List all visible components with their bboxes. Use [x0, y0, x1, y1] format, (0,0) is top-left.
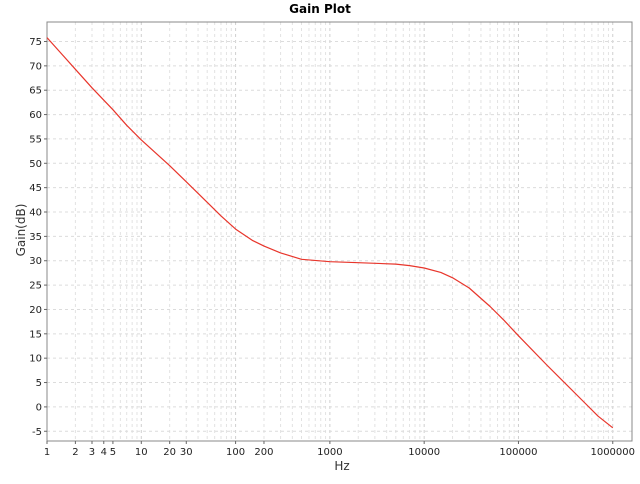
x-tick-label: 1000000 — [590, 447, 635, 458]
grid-lines — [46, 22, 632, 441]
x-tick-label: 100000 — [499, 447, 537, 458]
y-tick-label: 40 — [29, 208, 42, 219]
y-tick-label: 75 — [29, 37, 42, 48]
plot-frame — [46, 21, 633, 442]
gain-series-line — [46, 37, 614, 429]
x-tick-label: 30 — [180, 447, 193, 458]
x-tick-label: 10000 — [408, 447, 440, 458]
y-tick-label: 35 — [29, 232, 42, 243]
y-tick-label: 65 — [29, 86, 42, 97]
y-tick-label: 10 — [29, 354, 42, 365]
x-tick-label: 2 — [72, 447, 78, 458]
y-tick-label: 50 — [29, 159, 42, 170]
chart-title: Gain Plot — [289, 2, 351, 16]
x-tick-label: 5 — [110, 447, 116, 458]
y-tick-label: 55 — [29, 134, 42, 145]
x-tick-label: 1000 — [317, 447, 342, 458]
y-tick-label: 45 — [29, 183, 42, 194]
x-tick-label: 3 — [89, 447, 95, 458]
y-tick-label: 5 — [36, 378, 42, 389]
x-tick-label: 4 — [101, 447, 107, 458]
x-tick-label: 200 — [254, 447, 273, 458]
y-tick-label: 0 — [36, 402, 42, 413]
x-axis-label: Hz — [334, 459, 349, 473]
y-tick-label: 25 — [29, 281, 42, 292]
y-tick-label: 60 — [29, 110, 42, 121]
x-tick-label: 20 — [163, 447, 176, 458]
x-tick-label: 1 — [44, 447, 50, 458]
y-tick-label: 20 — [29, 305, 42, 316]
y-tick-label: -5 — [32, 427, 42, 438]
x-tick-label: 10 — [135, 447, 148, 458]
x-tick-label: 100 — [226, 447, 245, 458]
y-tick-label: 15 — [29, 329, 42, 340]
y-tick-label: 70 — [29, 61, 42, 72]
y-tick-label: 30 — [29, 256, 42, 267]
y-axis-label: Gain(dB) — [14, 204, 28, 257]
